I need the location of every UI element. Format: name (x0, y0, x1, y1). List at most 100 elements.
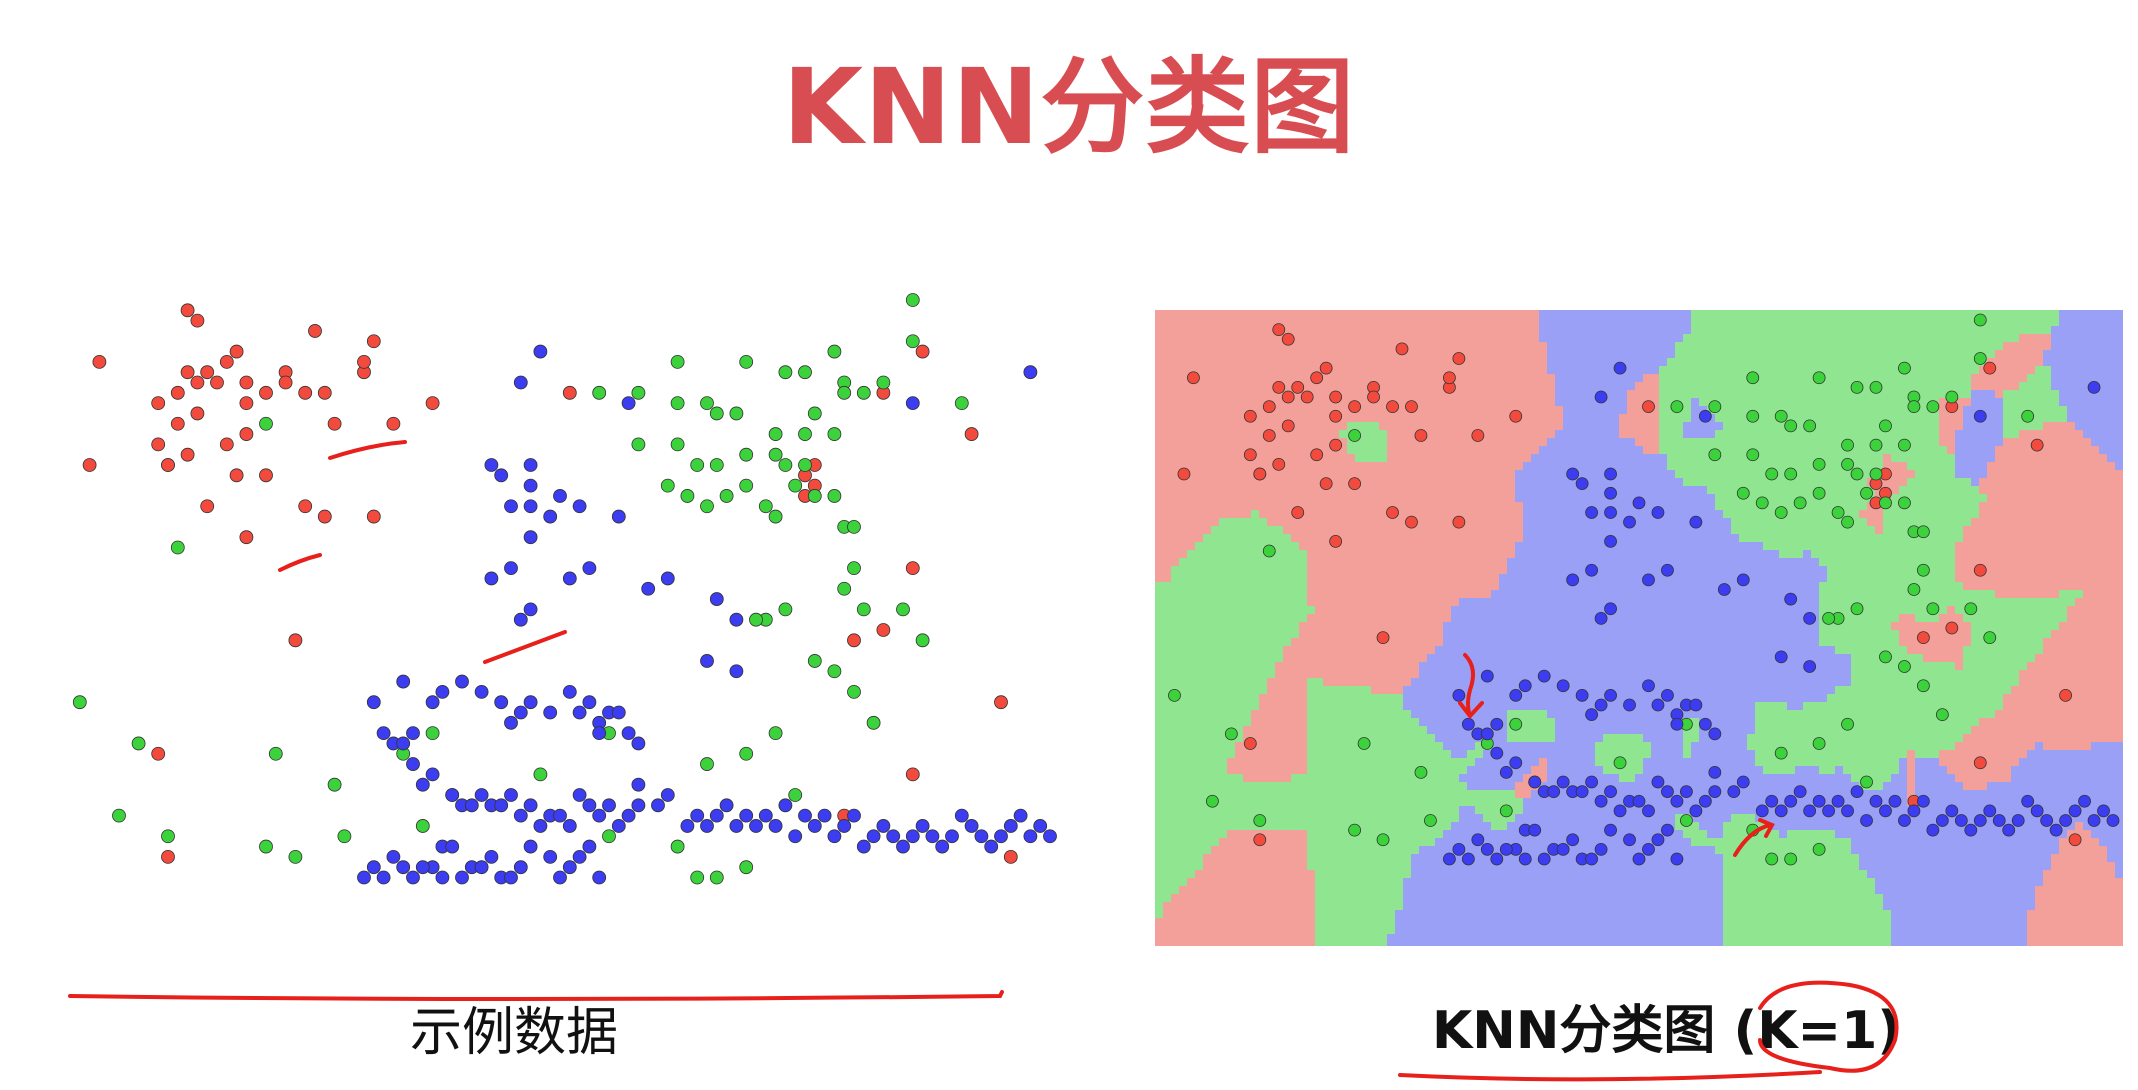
region-cell (1699, 454, 1708, 463)
region-cell (1691, 342, 1700, 351)
region-cell (1891, 590, 1900, 599)
region-cell (1267, 422, 1276, 431)
region-cell (2043, 574, 2052, 583)
region-cell (2107, 358, 2116, 367)
region-cell (1691, 390, 1700, 399)
region-cell (1683, 558, 1692, 567)
data-point (582, 798, 597, 813)
region-cell (1867, 526, 1876, 535)
region-cell (1267, 486, 1276, 495)
region-cell (1451, 326, 1460, 335)
region-cell (1179, 534, 1188, 543)
region-cell (1203, 390, 1212, 399)
data-point (807, 654, 822, 668)
region-cell (1275, 430, 1284, 439)
region-cell (2099, 550, 2108, 559)
region-cell (1331, 326, 1340, 335)
region-cell (1571, 382, 1580, 391)
region-cell (1915, 366, 1924, 375)
region-cell (1211, 550, 1220, 559)
region-cell (1859, 566, 1868, 575)
region-cell (1307, 478, 1316, 487)
region-cell (2019, 430, 2028, 439)
data-point (386, 416, 401, 431)
region-cell (1507, 518, 1516, 527)
region-cell (1563, 414, 1572, 423)
region-cell (1547, 598, 1556, 607)
region-cell (2019, 462, 2028, 471)
region-cell (1435, 454, 1444, 463)
region-cell (1323, 342, 1332, 351)
region-cell (1187, 382, 1196, 391)
region-cell (2059, 582, 2068, 591)
region-cell (1939, 550, 1948, 559)
region-cell (1779, 574, 1788, 583)
region-cell (1435, 390, 1444, 399)
region-cell (1995, 534, 2004, 543)
region-cell (2027, 566, 2036, 575)
region-cell (1643, 566, 1652, 575)
region-cell (1363, 342, 1372, 351)
region-cell (1507, 366, 1516, 375)
region-cell (1163, 614, 1172, 623)
region-cell (1811, 582, 1820, 591)
region-cell (1691, 534, 1700, 543)
region-cell (1971, 470, 1980, 479)
region-cell (1731, 422, 1740, 431)
region-cell (1907, 342, 1916, 351)
region-cell (2067, 398, 2076, 407)
region-cell (1571, 350, 1580, 359)
region-cell (1515, 358, 1524, 367)
region-cell (1235, 614, 1244, 623)
region-cell (1603, 454, 1612, 463)
region-cell (1291, 614, 1300, 623)
region-cell (2075, 518, 2084, 527)
region-cell (1675, 502, 1684, 511)
region-cell (1883, 430, 1892, 439)
region-cell (1195, 606, 1204, 615)
region-cell (1923, 502, 1932, 511)
region-cell (2027, 390, 2036, 399)
region-cell (1331, 462, 1340, 471)
region-cell (1683, 582, 1692, 591)
region-cell (1467, 598, 1476, 607)
region-cell (2003, 606, 2012, 615)
region-cell (1259, 518, 1268, 527)
data-point (464, 798, 479, 813)
region-cell (1851, 318, 1860, 327)
region-cell (1659, 430, 1668, 439)
region-cell (1971, 542, 1980, 551)
region-cell (1387, 494, 1396, 503)
region-cell (1963, 510, 1972, 519)
region-cell (1259, 390, 1268, 399)
region-cell (1379, 606, 1388, 615)
region-cell (2115, 478, 2123, 487)
region-cell (1339, 614, 1348, 623)
region-cell (1915, 438, 1924, 447)
region-cell (1219, 310, 1228, 319)
region-cell (2107, 326, 2116, 335)
region-cell (1531, 454, 1540, 463)
region-cell (1179, 398, 1188, 407)
region-cell (1595, 502, 1604, 511)
region-cell (2019, 534, 2028, 543)
region-cell (1179, 526, 1188, 535)
region-cell (1635, 518, 1644, 527)
region-cell (1267, 414, 1276, 423)
region-cell (1659, 502, 1668, 511)
region-cell (1395, 494, 1404, 503)
region-cell (1611, 574, 1620, 583)
region-cell (1995, 366, 2004, 375)
region-cell (2091, 486, 2100, 495)
region-cell (1411, 310, 1420, 319)
region-cell (2019, 518, 2028, 527)
region-cell (1795, 486, 1804, 495)
region-cell (1795, 462, 1804, 471)
region-cell (1659, 446, 1668, 455)
region-cell (1467, 334, 1476, 343)
region-cell (2115, 326, 2123, 335)
region-cell (1435, 422, 1444, 431)
region-cell (1179, 342, 1188, 351)
region-cell (1731, 326, 1740, 335)
data-point (572, 705, 587, 720)
